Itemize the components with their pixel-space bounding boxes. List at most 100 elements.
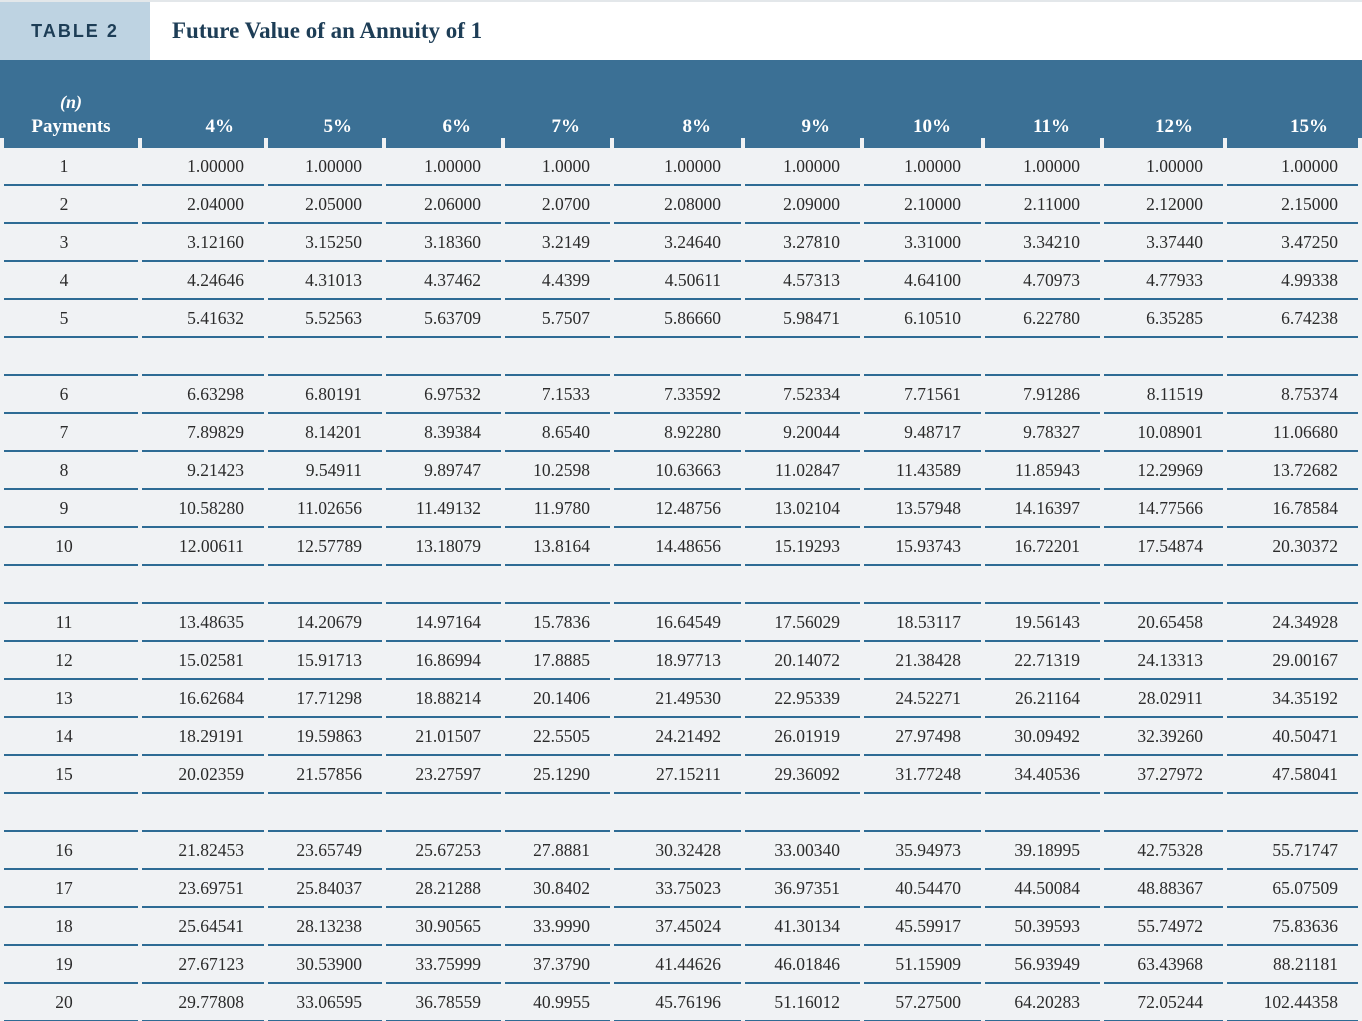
factor-value-cell: 27.67123 (142, 946, 264, 984)
table-row: 9 10.58280 11.02656 11.49132 11.9780 12.48756… (4, 490, 1358, 528)
factor-value-cell: 27.97498 (864, 718, 981, 756)
factor-value-cell: 30.53900 (268, 946, 382, 984)
factor-value-cell: 37.45024 (614, 908, 741, 946)
factor-value-cell: 1.00000 (386, 148, 501, 186)
factor-value-cell: 4.70973 (985, 262, 1100, 300)
column-header-rate-9: 9% (745, 60, 860, 148)
factor-value-cell: 25.67253 (386, 832, 501, 870)
payments-count-cell: 13 (4, 680, 138, 718)
factor-value-cell: 57.27500 (864, 984, 981, 1021)
factor-value-cell: 26.01919 (745, 718, 860, 756)
factor-value-cell: 45.76196 (614, 984, 741, 1021)
factor-value-cell: 21.38428 (864, 642, 981, 680)
factor-value-cell: 20.1406 (505, 680, 610, 718)
factor-value-cell: 11.85943 (985, 452, 1100, 490)
factor-value-cell: 36.78559 (386, 984, 501, 1021)
factor-value-cell: 40.54470 (864, 870, 981, 908)
factor-value-cell: 24.13313 (1104, 642, 1223, 680)
factor-value-cell: 30.09492 (985, 718, 1100, 756)
factor-value-cell: 12.00611 (142, 528, 264, 566)
spacer-cell (142, 338, 264, 376)
spacer-cell (4, 794, 138, 832)
factor-value-cell: 9.89747 (386, 452, 501, 490)
factor-value-cell: 21.57856 (268, 756, 382, 794)
spacer-cell (745, 566, 860, 604)
factor-value-cell: 14.20679 (268, 604, 382, 642)
factor-value-cell: 1.0000 (505, 148, 610, 186)
factor-value-cell: 9.20044 (745, 414, 860, 452)
factor-value-cell: 3.12160 (142, 224, 264, 262)
factor-value-cell: 14.16397 (985, 490, 1100, 528)
table-row: 8 9.21423 9.54911 9.89747 10.2598 10.63663 11.… (4, 452, 1358, 490)
column-header-rate-5: 5% (268, 60, 382, 148)
table-row: 3 3.12160 3.15250 3.18360 3.2149 3.24640 3.278… (4, 224, 1358, 262)
factor-value-cell: 39.18995 (985, 832, 1100, 870)
spacer-cell (1104, 338, 1223, 376)
payments-count-cell: 4 (4, 262, 138, 300)
factor-value-cell: 16.64549 (614, 604, 741, 642)
group-spacer-row (4, 794, 1358, 832)
factor-value-cell: 3.47250 (1227, 224, 1358, 262)
spacer-cell (505, 338, 610, 376)
factor-value-cell: 40.9955 (505, 984, 610, 1021)
factor-value-cell: 3.24640 (614, 224, 741, 262)
spacer-cell (1227, 338, 1358, 376)
spacer-cell (4, 566, 138, 604)
factor-value-cell: 20.30372 (1227, 528, 1358, 566)
factor-value-cell: 11.02847 (745, 452, 860, 490)
factor-value-cell: 29.36092 (745, 756, 860, 794)
factor-value-cell: 6.35285 (1104, 300, 1223, 338)
factor-value-cell: 2.06000 (386, 186, 501, 224)
factor-value-cell: 25.1290 (505, 756, 610, 794)
factor-value-cell: 15.93743 (864, 528, 981, 566)
payments-count-cell: 16 (4, 832, 138, 870)
factor-value-cell: 14.97164 (386, 604, 501, 642)
table-row: 2 2.04000 2.05000 2.06000 2.0700 2.08000 2.090… (4, 186, 1358, 224)
factor-value-cell: 13.72682 (1227, 452, 1358, 490)
factor-value-cell: 32.39260 (1104, 718, 1223, 756)
factor-value-cell: 22.5505 (505, 718, 610, 756)
table-row: 12 15.02581 15.91713 16.86994 17.8885 18.9771… (4, 642, 1358, 680)
factor-value-cell: 6.97532 (386, 376, 501, 414)
factor-value-cell: 13.02104 (745, 490, 860, 528)
factor-value-cell: 4.4399 (505, 262, 610, 300)
spacer-cell (4, 338, 138, 376)
spacer-cell (745, 338, 860, 376)
spacer-cell (268, 338, 382, 376)
factor-value-cell: 1.00000 (985, 148, 1100, 186)
table-row: 15 20.02359 21.57856 23.27597 25.1290 27.1521… (4, 756, 1358, 794)
factor-value-cell: 7.33592 (614, 376, 741, 414)
column-header-rate-7: 7% (505, 60, 610, 148)
payments-count-cell: 10 (4, 528, 138, 566)
payments-count-cell: 8 (4, 452, 138, 490)
column-header-rate-11: 11% (985, 60, 1100, 148)
n-symbol-label: (n) (60, 92, 82, 113)
table-row: 7 7.89829 8.14201 8.39384 8.6540 8.92280 9.200… (4, 414, 1358, 452)
factor-value-cell: 3.2149 (505, 224, 610, 262)
factor-value-cell: 27.15211 (614, 756, 741, 794)
factor-value-cell: 5.98471 (745, 300, 860, 338)
factor-value-cell: 17.54874 (1104, 528, 1223, 566)
factor-value-cell: 21.49530 (614, 680, 741, 718)
factor-value-cell: 33.9990 (505, 908, 610, 946)
table-title: Future Value of an Annuity of 1 (172, 18, 483, 43)
table-body: 1 1.00000 1.00000 1.00000 1.0000 1.00000 1.000… (4, 148, 1358, 1021)
spacer-cell (1227, 794, 1358, 832)
table-row: 1 1.00000 1.00000 1.00000 1.0000 1.00000 1.000… (4, 148, 1358, 186)
factor-value-cell: 11.43589 (864, 452, 981, 490)
column-header-payments: (n) Payments (4, 60, 138, 148)
factor-value-cell: 1.00000 (745, 148, 860, 186)
spacer-cell (614, 794, 741, 832)
factor-value-cell: 34.35192 (1227, 680, 1358, 718)
payments-count-cell: 7 (4, 414, 138, 452)
factor-value-cell: 24.34928 (1227, 604, 1358, 642)
factor-value-cell: 6.63298 (142, 376, 264, 414)
spacer-cell (1104, 794, 1223, 832)
factor-value-cell: 29.77808 (142, 984, 264, 1021)
spacer-cell (142, 794, 264, 832)
factor-value-cell: 55.71747 (1227, 832, 1358, 870)
factor-value-cell: 6.22780 (985, 300, 1100, 338)
factor-value-cell: 7.91286 (985, 376, 1100, 414)
factor-value-cell: 2.04000 (142, 186, 264, 224)
factor-value-cell: 22.95339 (745, 680, 860, 718)
